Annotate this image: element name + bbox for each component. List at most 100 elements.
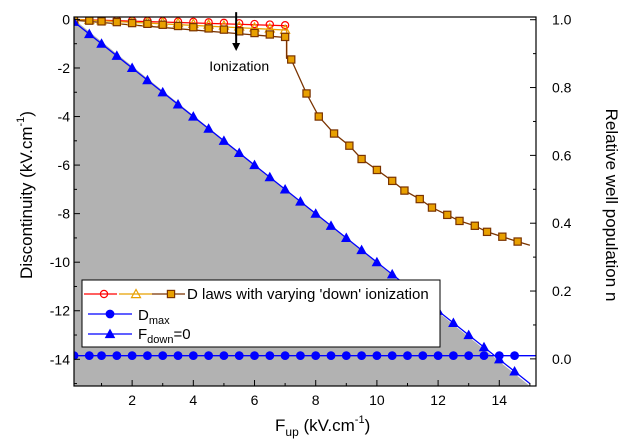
point-dmax-4 — [127, 351, 137, 361]
plot-frame — [73, 16, 537, 387]
point-dmax-1 — [84, 351, 94, 361]
point-square_open-2 — [97, 17, 106, 26]
point-dmax-5 — [143, 351, 152, 361]
legend-marker-dmax — [105, 309, 115, 319]
y-right-tick-label-0: 0.0 — [552, 351, 572, 367]
point-fdown0-13 — [264, 171, 276, 182]
y-axis-left-title-sup: -1 — [15, 117, 27, 127]
point-square_open-23 — [400, 186, 409, 195]
point-fdown0-28 — [494, 353, 505, 364]
y-axis-left-title-close: ) — [17, 111, 36, 117]
point-dmax-7 — [173, 351, 183, 361]
point-square_open-6 — [158, 20, 167, 29]
point-fdown0-21 — [386, 268, 398, 279]
point-fdown0-14 — [279, 183, 291, 194]
ionization-label: Ionization — [209, 58, 269, 74]
legend-entry-d-laws: D laws with varying 'down' ionization — [187, 286, 429, 303]
point-square_open-8 — [189, 22, 198, 32]
x-tick-label-2: 6 — [251, 392, 259, 408]
point-fdown0-26 — [463, 329, 474, 340]
y-left-tick-label-0: 0 — [62, 11, 70, 27]
point-square_open-27 — [455, 216, 464, 226]
x-axis-title-sup: -1 — [355, 414, 365, 426]
legend-entry-dmax-main: D — [138, 307, 149, 324]
point-dmax-24 — [433, 351, 443, 361]
point-square_open-26 — [443, 210, 452, 220]
point-fdown0-17 — [325, 220, 337, 230]
point-square_open-29 — [482, 227, 492, 237]
point-dmax-3 — [112, 351, 122, 361]
legend-entry-fdown-tail: =0 — [173, 326, 190, 343]
point-square_open-10 — [219, 25, 229, 34]
point-square_open-31 — [513, 237, 522, 246]
legend: D laws with varying 'down' ionization Dm… — [81, 279, 441, 348]
point-square_open-5 — [143, 19, 152, 28]
point-fdown0-4 — [126, 62, 138, 73]
point-square_open-13 — [265, 30, 275, 39]
x-axis-title-close: ) — [365, 416, 371, 435]
point-square_open-20 — [357, 154, 366, 164]
point-square_open-19 — [345, 141, 354, 150]
point-square_open-16 — [302, 89, 311, 98]
point-fdown0-18 — [341, 232, 352, 242]
point-fdown0-7 — [172, 98, 184, 109]
legend-entry-fdown-sub: down — [147, 334, 173, 346]
x-axis-title: Fup (kV.cm-1) — [275, 414, 370, 439]
point-square_open-30 — [498, 232, 507, 241]
point-fdown0-25 — [448, 317, 459, 327]
point-dmax-13 — [265, 351, 275, 361]
point-dmax-18 — [341, 351, 351, 361]
point-square_open-3 — [112, 17, 122, 27]
legend-marker-square — [166, 289, 176, 299]
point-dmax-20 — [372, 351, 382, 361]
point-dmax-14 — [280, 351, 290, 361]
x-tick-label-5: 12 — [430, 392, 446, 408]
point-circle_open-12 — [250, 19, 259, 29]
x-axis-title-main: F — [275, 416, 285, 435]
legend-marker-fdown — [104, 328, 116, 339]
x-tick-label-3: 8 — [312, 392, 320, 408]
legend-marker-circle — [99, 289, 109, 299]
point-square_open-9 — [204, 24, 213, 33]
x-axis-title-sub: up — [285, 425, 299, 439]
point-square_open-17 — [314, 112, 323, 121]
point-dmax-26 — [464, 351, 474, 361]
y-axis-right-title: Relative well population n — [602, 109, 621, 302]
legend-entry-fdown-main: F — [138, 326, 147, 343]
point-fdown0-15 — [295, 196, 306, 206]
point-fdown0-9 — [203, 123, 214, 133]
point-fdown0-3 — [111, 50, 123, 60]
point-fdown0-29 — [509, 366, 520, 376]
series-markers-dmax — [74, 351, 519, 361]
point-dmax-6 — [158, 351, 168, 361]
x-tick-label-0: 2 — [128, 392, 136, 408]
point-fdown0-1 — [84, 28, 95, 39]
y-left-tick-label-3: -6 — [58, 157, 71, 173]
point-fdown0-20 — [371, 256, 383, 267]
y-left-tick-label-7: -14 — [50, 351, 70, 367]
svg-text:Fup (kV.cm-1): Fup (kV.cm-1) — [275, 414, 370, 439]
point-square_open-21 — [372, 165, 382, 175]
y-left-tick-label-4: -8 — [58, 206, 71, 222]
point-square_open-1 — [85, 17, 94, 25]
point-dmax-0 — [74, 351, 79, 361]
point-fdown0-8 — [188, 111, 199, 121]
point-dmax-17 — [326, 351, 336, 361]
point-square_open-24 — [415, 194, 424, 204]
point-fdown0-6 — [157, 86, 169, 97]
point-square_open-28 — [470, 221, 480, 230]
point-dmax-22 — [403, 351, 412, 361]
point-fdown0-10 — [218, 135, 230, 145]
point-dmax-21 — [387, 351, 397, 361]
point-square_open-25 — [427, 203, 437, 212]
x-tick-label-6: 14 — [491, 392, 507, 408]
point-square_open-12 — [250, 28, 259, 38]
point-fdown0-27 — [478, 341, 490, 352]
x-tick-label-4: 10 — [369, 392, 385, 408]
point-fdown0-5 — [142, 74, 153, 85]
svg-text:Discontinuity (kV.cm-1): Discontinuity (kV.cm-1) — [15, 111, 36, 279]
point-square_open-18 — [329, 129, 339, 138]
y-right-tick-label-2: 0.4 — [552, 215, 572, 231]
y-axis-left-title-main: Discontinuity (kV.cm — [17, 127, 36, 279]
